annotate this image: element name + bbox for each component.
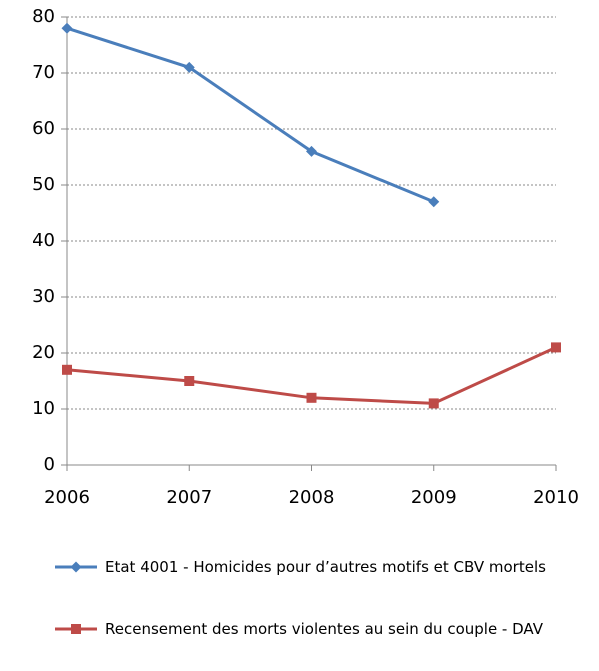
x-tick-label: 2008: [289, 487, 335, 508]
y-tick-label: 40: [32, 230, 55, 251]
series-line: [66, 26, 435, 204]
x-tick-label: 2006: [44, 487, 90, 508]
y-tick-label: 50: [32, 174, 55, 195]
y-tick-label: 10: [32, 398, 55, 419]
marker: [428, 398, 439, 409]
x-tick-label: 2010: [533, 487, 579, 508]
x-tick-label: 2009: [411, 487, 457, 508]
marker: [306, 145, 317, 157]
y-tick-label: 20: [32, 342, 55, 363]
marker: [183, 61, 195, 73]
marker: [184, 376, 195, 386]
marker: [428, 196, 440, 208]
y-tick-label: 80: [32, 6, 55, 27]
y-tick-label: 30: [32, 286, 55, 307]
x-tick-label: 2007: [166, 487, 212, 508]
y-tick-label: 60: [32, 118, 55, 139]
marker: [551, 342, 561, 353]
y-tick-label: 70: [32, 62, 55, 83]
y-tick-label: 0: [44, 454, 55, 475]
marker: [61, 22, 73, 34]
marker: [62, 364, 72, 375]
marker: [306, 392, 317, 403]
